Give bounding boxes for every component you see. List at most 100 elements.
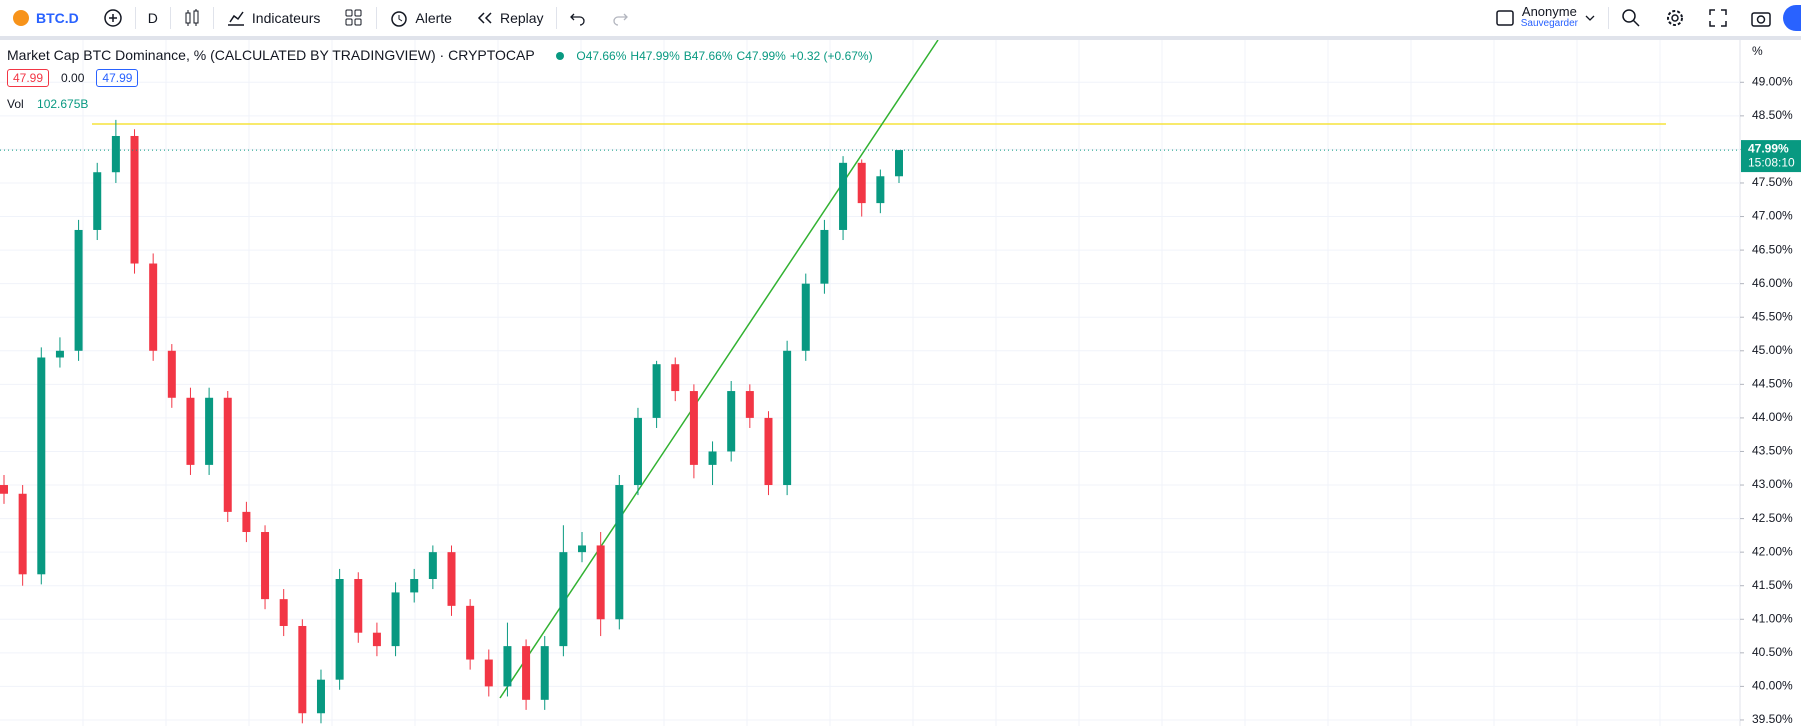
separator [1608,7,1609,29]
replay-text: Replay [499,10,544,26]
candle-body [298,625,307,714]
candle-body [540,646,549,700]
candle-body [895,150,903,177]
y-tick-label: 46.50% [1752,242,1793,256]
symbol-text: BTC.D [36,10,79,26]
indicators[interactable]: Indicateurs [214,0,332,36]
candle-body [279,599,288,626]
y-tick-label: 42.50% [1752,511,1793,525]
chevron [1585,15,1595,21]
volume-row: Vol 102.675B [7,97,873,111]
fullscreen[interactable] [1697,0,1739,36]
candle-body [652,364,661,418]
alert[interactable]: Alerte [377,0,464,36]
account[interactable]: Anonyme Sauvegarder [1483,0,1608,36]
candle-body [261,532,270,600]
settings-icon [1667,10,1683,26]
separator [134,7,136,29]
candle-body [186,397,195,465]
candle-body [783,350,792,486]
volume-value: 102.675B [37,97,89,111]
candle-body [839,162,848,230]
last-price-box [1741,140,1801,173]
candle-body [0,485,8,494]
candle-body [633,417,642,486]
legend-row: Market Cap BTC Dominance, % (CALCULATED … [7,47,873,63]
profile-button[interactable] [1783,5,1801,31]
candle-body [223,397,232,512]
undo[interactable] [557,0,599,36]
y-tick-label: 40.00% [1752,679,1793,693]
status-dot [556,52,565,60]
y-tick-label: 45.00% [1752,343,1793,357]
replay[interactable]: Replay [464,0,556,36]
axis-unit: % [1752,44,1763,58]
candle-body [391,592,400,647]
chart: % 39.50% 40.00% 40.50% 41.00% 41.50% 42.00% 42… [0,40,1801,726]
price-box: 47.99 [7,69,50,87]
candle-body [522,646,531,700]
camera-icon [1751,12,1771,27]
candle-body [149,263,158,351]
ohlc-value: C47.99% [736,49,786,63]
volume-label: Vol [7,97,24,111]
redo[interactable] [599,0,641,36]
chart-style[interactable] [171,0,213,36]
add-symbol[interactable] [91,0,135,36]
separator [555,7,557,29]
y-tick-label: 49.00% [1752,74,1793,88]
y-tick-label: 39.50% [1752,712,1793,726]
symbol[interactable]: BTC.D [0,0,91,36]
candle-body [205,397,214,465]
price-box: 47.99 [96,69,139,87]
candle-body [410,579,419,593]
user: Anonyme [1521,4,1577,19]
candle-body [74,229,83,351]
interval[interactable]: D [147,10,158,26]
candle-body [708,451,717,465]
settings[interactable] [1653,0,1697,36]
candle-body [18,493,27,575]
btc-icon [13,10,29,26]
layouts[interactable] [332,0,376,36]
y-tick-label: 44.00% [1752,410,1793,424]
candle-body [857,162,866,204]
y-tick-label: 42.00% [1752,544,1793,558]
search-icon [1622,9,1640,27]
undo-icon [569,13,585,26]
candle-icon [185,9,199,26]
candle-body [111,135,120,173]
alert-text: Alerte [415,10,452,26]
grid-icon [345,9,362,26]
candle-body [428,552,437,579]
search[interactable] [1609,0,1653,36]
candle-body [447,552,456,606]
y-tick-label: 46.00% [1752,276,1793,290]
candle-body [484,659,493,687]
candle-body [372,632,381,647]
candle-body [615,485,624,620]
snapshot[interactable] [1739,0,1783,36]
candle-body [671,364,680,392]
candle-body [578,545,587,553]
last-price-label: 47.99% [1748,141,1789,155]
account-text: Anonyme Sauvegarder [1521,4,1578,30]
candle-body [167,350,176,398]
ohlc-value: O47.66% [576,49,627,63]
y-tick-label: 43.50% [1752,444,1793,458]
separator [212,7,214,29]
y-tick-label: 44.50% [1752,377,1793,391]
candle-body [745,391,754,418]
y-tick-label: 48.50% [1752,108,1793,122]
y-tick-label: 47.00% [1752,209,1793,223]
alert-icon [391,11,408,27]
candle-body [93,172,102,230]
toolbar: BTC.D D Indicateurs Alerte Replay Anonym… [0,0,1801,40]
candle-body [37,357,46,575]
price-box: 0.00 [61,71,85,85]
legend: Market Cap BTC Dominance, % (CALCULATED … [7,47,873,111]
candle-body [820,229,829,284]
ohlc-value: +0.32 (+0.67%) [789,49,873,63]
chart-title: Market Cap BTC Dominance, % (CALCULATED … [7,47,535,63]
indicators-icon [227,11,244,26]
